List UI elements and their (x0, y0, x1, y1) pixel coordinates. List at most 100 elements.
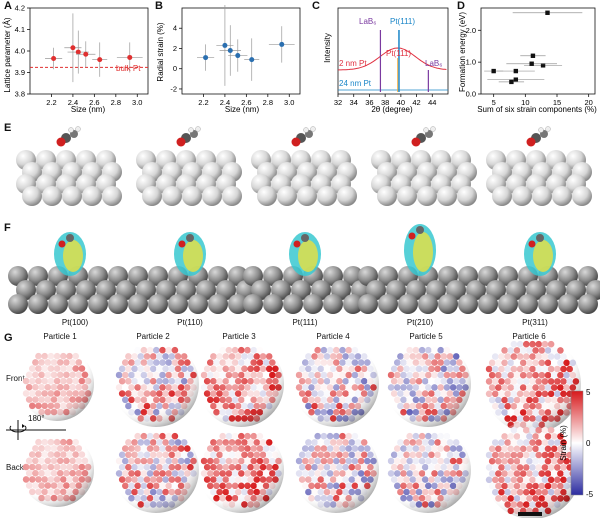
charge-isosurface-yellow (63, 240, 83, 272)
pt-atom (343, 294, 363, 314)
data-point (222, 42, 228, 48)
chart-c-lab1: LaB₆ (359, 17, 376, 26)
particle-label-1: Particle 1 (43, 332, 77, 341)
pt-atom (418, 294, 438, 314)
row-label-back: Back (6, 463, 24, 472)
y-tick-label: 3.9 (15, 68, 25, 77)
colorbar-mid: 0 (586, 439, 591, 448)
particle-label-4: Particle 4 (316, 332, 350, 341)
pt-atom (397, 186, 417, 206)
y-tick-label: 1.0 (466, 58, 476, 67)
x-tick-label: 44 (428, 98, 436, 107)
oxygen-atom (528, 240, 536, 248)
pt-atom (202, 186, 222, 206)
data-point (513, 68, 519, 74)
hydrogen-atom (430, 126, 436, 132)
carbon-atom (536, 234, 544, 242)
scale-bar (518, 512, 542, 516)
pt-atom (512, 186, 532, 206)
plot-frame (181, 7, 301, 95)
pt-atom (323, 294, 343, 314)
pt-atom (358, 294, 378, 314)
colorbar-label: Strain (%) (559, 425, 568, 461)
pt-atom (257, 186, 277, 206)
pt-atom (378, 294, 398, 314)
charge-density-model (8, 232, 136, 314)
data-point (279, 41, 285, 47)
pt-atom (48, 294, 68, 314)
pt-atom (168, 294, 188, 314)
data-point (203, 55, 209, 61)
pt-atom (437, 186, 457, 206)
chart-c: 32 34 36 38 40 42 44 2θ (degree) Intensity LaB… (323, 7, 449, 114)
particle-shading (385, 341, 471, 427)
particles-grid-g: 5 0 -5 Strain (%) (20, 340, 594, 518)
y-tick-label: 4.2 (15, 4, 25, 13)
data-point (530, 53, 536, 58)
chart-d-ylabel: Formation energy (eV) (458, 12, 467, 92)
data-point (529, 61, 534, 66)
charge-isosurface-yellow (183, 240, 203, 272)
y-tick-label: 4 (173, 24, 177, 33)
carbon-atom (416, 226, 424, 234)
x-tick-label: 2.6 (89, 98, 99, 107)
panel-label-g: G (4, 332, 13, 344)
pt-atom (208, 294, 228, 314)
pt-atom (102, 186, 122, 206)
particle-label-6: Particle 6 (512, 332, 546, 341)
slab-model (486, 126, 592, 206)
chart-c-ylabel: Intensity (323, 33, 332, 63)
x-tick-label: 3.0 (284, 98, 294, 107)
oxygen-atom (178, 240, 186, 248)
facet-label-100: Pt(100) (61, 318, 89, 327)
particle-strain-map (385, 427, 471, 513)
data-point (249, 57, 255, 63)
y-tick-label: 0.0 (466, 90, 476, 99)
rotation-label: 180° (28, 414, 45, 423)
data-point (509, 79, 514, 85)
colorbar (570, 390, 584, 496)
plot-frame (480, 7, 596, 95)
panel-label-c: C (312, 0, 320, 12)
x-tick-label: 10 (521, 98, 529, 107)
pt-atom (558, 294, 578, 314)
particle-shading (20, 433, 94, 507)
particle-strain-map (293, 427, 379, 513)
data-point (227, 47, 233, 53)
slab-model (16, 126, 122, 206)
particle-strain-map (113, 427, 199, 513)
data-point (491, 68, 496, 74)
data-point (70, 45, 76, 51)
pt-atom (303, 294, 323, 314)
x-tick-label: 38 (381, 98, 389, 107)
chart-d: 5 10 15 20 0.0 1.0 2.0 Sum of six strain compo… (458, 7, 597, 114)
x-tick-label: 32 (334, 98, 342, 107)
charge-density-model (358, 224, 486, 314)
pt-atom (538, 294, 558, 314)
charge-row-f (8, 224, 600, 314)
chart-c-24nm: 24 nm Pt (339, 79, 372, 88)
plot-frame (29, 7, 149, 95)
pt-atom (228, 294, 248, 314)
oxygen-atom (176, 137, 186, 147)
pt-atom (283, 294, 303, 314)
chart-c-xlabel: 2θ (degree) (371, 105, 413, 114)
x-tick-label: 2.4 (68, 98, 78, 107)
chart-c-lab2: LaB₆ (425, 59, 442, 68)
carbon-atom (301, 234, 309, 242)
pt-atom (297, 186, 317, 206)
chart-c-pt111-24: Pt(111) (390, 17, 415, 26)
x-tick-label: 36 (365, 98, 373, 107)
hydrogen-atom (68, 127, 74, 133)
oxygen-atom (58, 240, 66, 248)
chart-b: 2.2 2.4 2.6 2.8 3.0 -2 0 2 4 Size (nm) Radial st… (156, 4, 301, 114)
carbon-atom (186, 234, 194, 242)
particle-strain-map (385, 341, 471, 427)
particle-shading (385, 427, 471, 513)
pt-atom (417, 186, 437, 206)
chart-a-ylabel: Lattice parameter (Å) (3, 17, 12, 92)
hydrogen-atom (303, 127, 309, 133)
pt-atom (82, 186, 102, 206)
particle-shading (198, 427, 284, 513)
particle-strain-map (113, 341, 199, 427)
